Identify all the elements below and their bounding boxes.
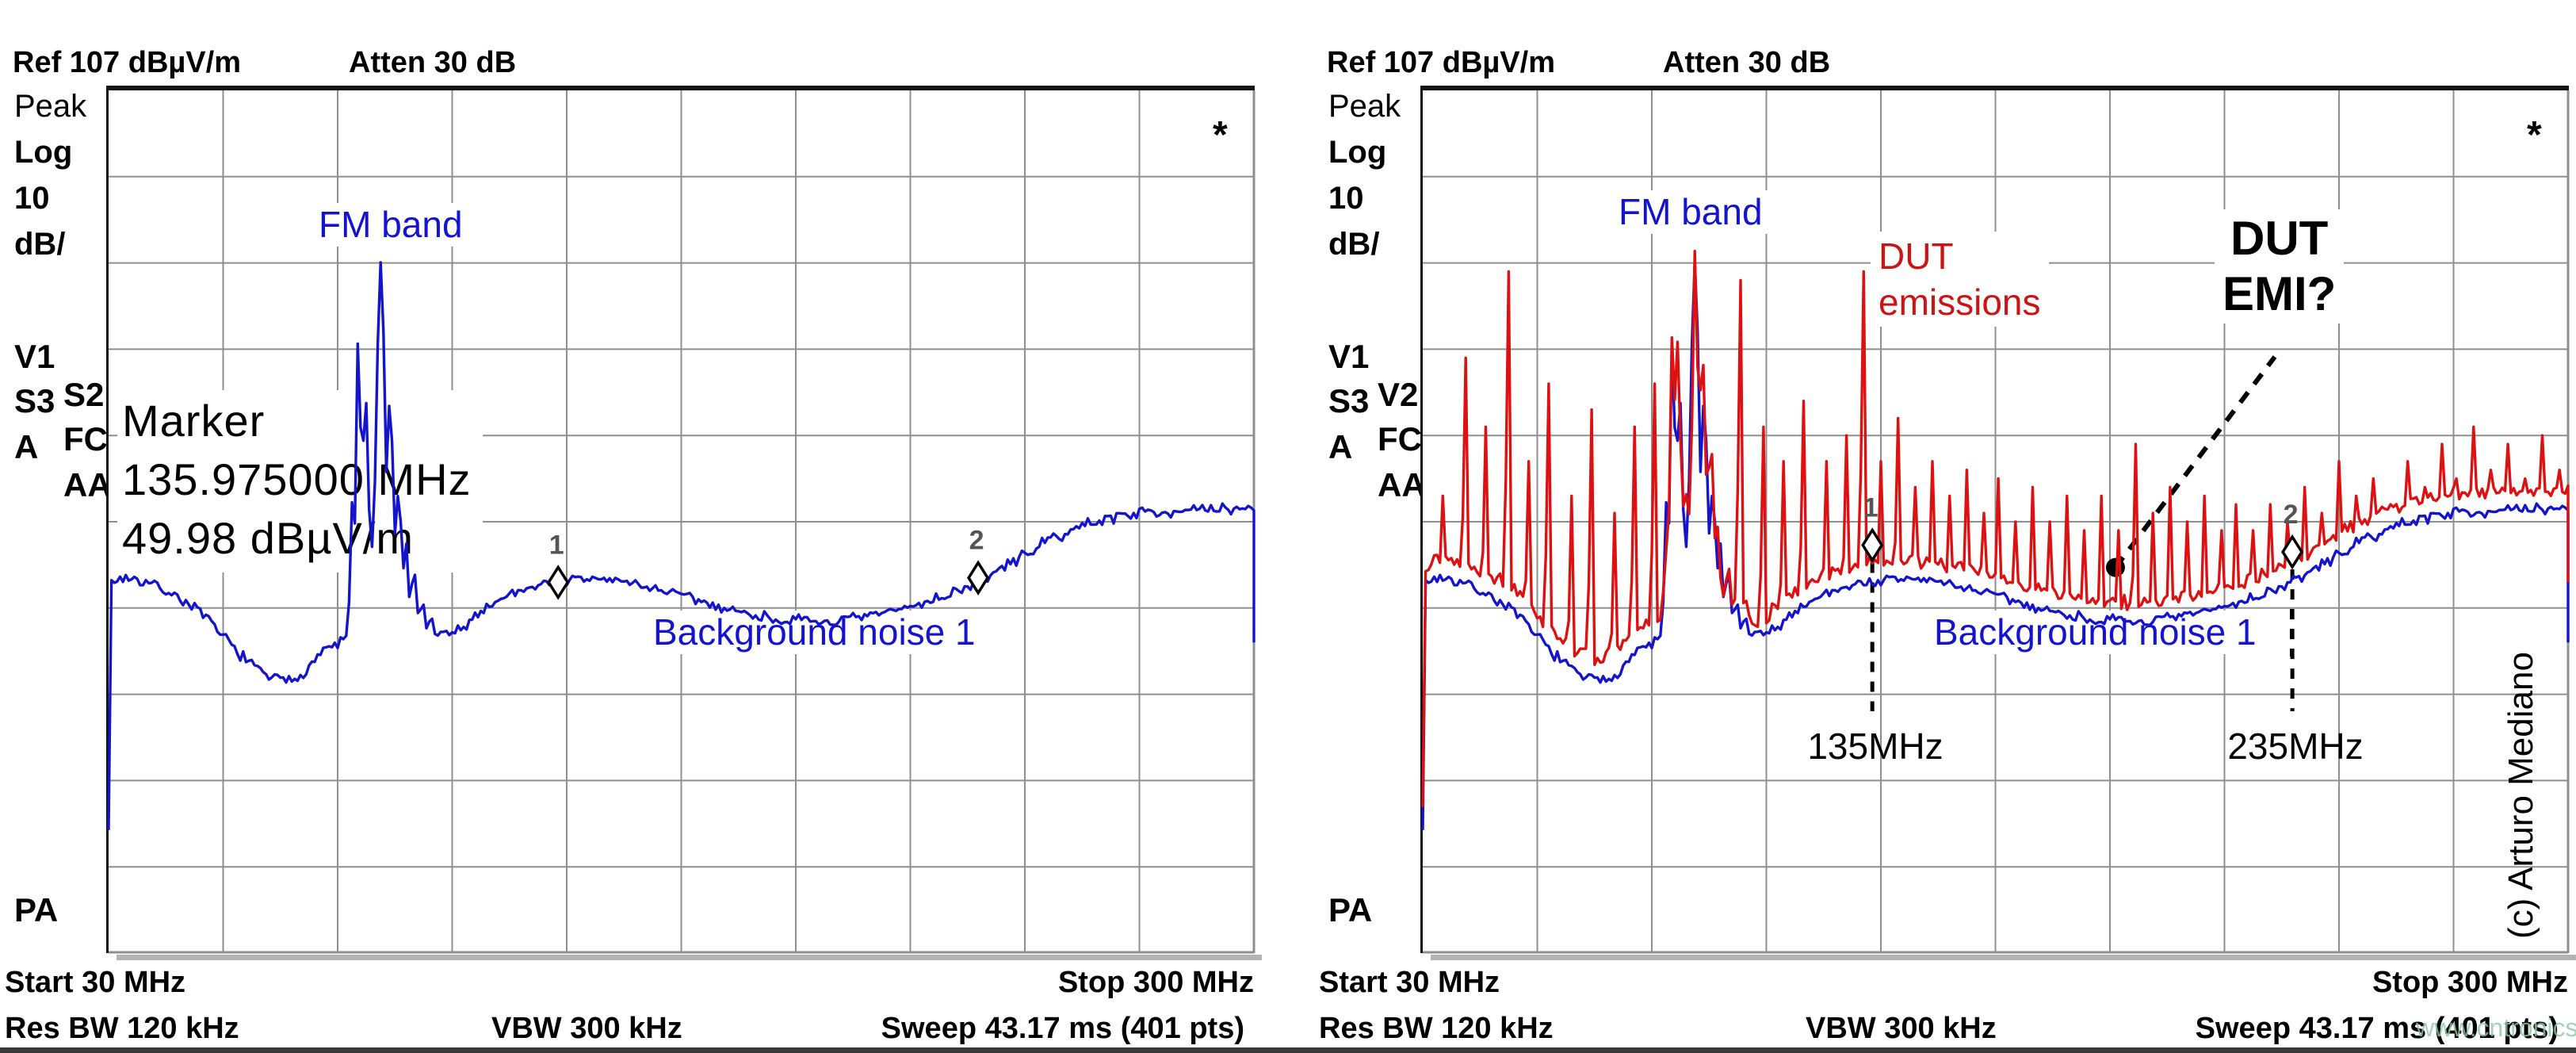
- status-row: V1 V2: [1314, 300, 1418, 452]
- marker-title: Marker: [122, 396, 266, 446]
- trace-plot: 1 2 *: [1421, 114, 2570, 830]
- vbw-label: VBW 300 kHz: [1806, 1012, 1997, 1045]
- scale-type-label: Log: [14, 135, 73, 170]
- start-freq-label: Start 30 MHz: [5, 966, 186, 999]
- detector-label: Peak: [14, 89, 87, 124]
- freq-callout-235: 235MHz: [2227, 726, 2364, 767]
- dut-emissions-line2: emissions: [1878, 281, 2041, 323]
- trace-plot: 1 2 *: [107, 114, 1256, 830]
- grid-shadow: [1431, 955, 2576, 960]
- status-flag: AA: [1378, 466, 1426, 504]
- dut-emi-line2: EMI?: [2222, 267, 2337, 320]
- panel-dut-on: Mkr1 135.975 MHz 54.29 dBµV/m Ref 107 dB…: [1314, 0, 2576, 1053]
- status-flag: V2: [1378, 376, 1419, 413]
- status-row: A AA: [0, 390, 112, 542]
- status-flag: S3: [1328, 382, 1370, 419]
- status-flag: AA: [63, 466, 112, 504]
- svg-text:2: 2: [2284, 500, 2299, 530]
- svg-text:1: 1: [549, 530, 564, 560]
- status-row: S3 FC: [1314, 344, 1422, 496]
- background-noise-annotation: Background noise 1: [644, 611, 985, 654]
- atten-label: Atten 30 dB: [349, 46, 517, 79]
- fm-band-annotation: FM band: [1611, 190, 1771, 234]
- svg-text:*: *: [2527, 114, 2542, 156]
- status-flag: A: [1328, 428, 1353, 465]
- dut-emi-line1: DUT: [2230, 212, 2329, 265]
- status-row: A AA: [1314, 390, 1426, 542]
- ref-level-label: Ref 107 dBµV/m: [1327, 46, 1555, 79]
- scale-type-label: Log: [1328, 135, 1387, 170]
- scale-value-label: 10: [14, 181, 50, 216]
- rbw-label: Res BW 120 kHz: [1319, 1012, 1554, 1045]
- status-row: S3 FC: [0, 344, 108, 496]
- freq-callout-135: 135MHz: [1807, 726, 1943, 767]
- status-flag: S3: [14, 382, 55, 419]
- atten-label: Atten 30 dB: [1663, 46, 1831, 79]
- status-flag: FC: [63, 420, 108, 458]
- start-freq-label: Start 30 MHz: [1319, 966, 1500, 999]
- svg-text:1: 1: [1863, 492, 1878, 523]
- background-noise-annotation: Background noise 1: [1924, 611, 2266, 654]
- dut-emissions-line1: DUT: [1878, 235, 1954, 277]
- panel-ambient: Mkr1 135.975 MHz 49.98 dBµV/m Ref 107 dB…: [0, 46, 1262, 1045]
- marker-frequency: 135.975000 MHz: [122, 454, 472, 504]
- stop-freq-label: Stop 300 MHz: [2372, 966, 2568, 999]
- marker-text-block: Marker 135.975000 MHz 49.98 dBµV/m: [117, 390, 483, 572]
- dut-emi-annotation: DUT EMI?: [2215, 209, 2345, 324]
- marker-amplitude: 49.98 dBµV/m: [122, 513, 415, 563]
- fm-band-annotation: FM band: [311, 203, 471, 247]
- ref-level-label: Ref 107 dBµV/m: [13, 46, 241, 79]
- vbw-label: VBW 300 kHz: [491, 1012, 682, 1045]
- preamp-flag: PA: [14, 891, 59, 929]
- marker2-dash-overlay: [2290, 609, 2294, 657]
- scale-unit-label: dB/: [14, 227, 66, 262]
- status-flag: V1: [14, 338, 55, 375]
- sweep-label: Sweep 43.17 ms (401 pts): [2195, 1012, 2559, 1045]
- status-row: V1 S2: [0, 300, 104, 452]
- watermark-text: www.cntronics.com: [2416, 1013, 2576, 1042]
- status-flag: A: [14, 428, 39, 465]
- status-flag: V1: [1328, 338, 1370, 375]
- detector-label: Peak: [1328, 89, 1401, 124]
- status-flag: S2: [63, 376, 105, 413]
- status-flag: FC: [1378, 420, 1422, 458]
- grid-shadow: [117, 955, 1262, 960]
- preamp-flag: PA: [1328, 891, 1373, 929]
- sweep-label: Sweep 43.17 ms (401 pts): [881, 1012, 1244, 1045]
- svg-text:2: 2: [969, 526, 984, 556]
- dut-emissions-annotation: DUT emissions: [1871, 232, 2049, 327]
- scale-unit-label: dB/: [1328, 227, 1380, 262]
- svg-text:*: *: [1213, 114, 1228, 156]
- rbw-label: Res BW 120 kHz: [5, 1012, 239, 1045]
- screen-bottom-edge: [0, 1047, 2576, 1053]
- scale-value-label: 10: [1328, 181, 1364, 216]
- stop-freq-label: Stop 300 MHz: [1057, 966, 1254, 999]
